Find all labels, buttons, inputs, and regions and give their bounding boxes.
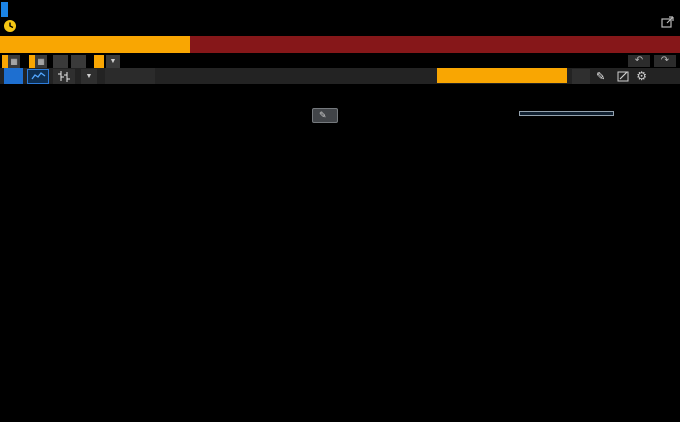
pencil-icon: ✎ xyxy=(319,110,327,120)
add-data-input[interactable] xyxy=(437,68,567,83)
table-button[interactable] xyxy=(105,68,155,84)
menu-bar xyxy=(0,36,680,53)
chart-legend[interactable] xyxy=(519,111,614,116)
gear-icon[interactable]: ⚙ xyxy=(636,69,647,83)
quote-header xyxy=(0,0,680,17)
security-field[interactable] xyxy=(0,36,190,53)
annotate-chart-icon[interactable] xyxy=(617,70,630,83)
collapse-panel-button[interactable] xyxy=(572,68,590,84)
calendar-icon[interactable]: ▦ xyxy=(35,54,47,68)
next-range-button[interactable] xyxy=(71,54,86,68)
ticker-marker xyxy=(1,1,8,17)
line-chart-icon[interactable] xyxy=(27,68,49,84)
quote-stats-row xyxy=(0,16,680,35)
redo-icon[interactable]: ↷ xyxy=(654,55,676,67)
calendar-icon[interactable]: ▦ xyxy=(8,54,20,68)
bar-chart-icon[interactable] xyxy=(53,68,75,84)
chart-tools: ✎ ⚙ xyxy=(572,68,647,84)
chevron-down-icon[interactable]: ▼ xyxy=(106,54,120,68)
popout-icon[interactable] xyxy=(660,14,676,29)
price-chart[interactable] xyxy=(0,106,680,422)
date-to-field[interactable] xyxy=(29,54,35,68)
period-dropdown[interactable] xyxy=(4,68,23,84)
chart-type-dropdown[interactable]: ▼ xyxy=(81,68,97,84)
date-from-field[interactable] xyxy=(2,54,8,68)
undo-icon[interactable]: ↶ xyxy=(628,55,650,67)
date-toolbar: ▦ ▦ ▼ xyxy=(0,54,680,68)
clock-icon xyxy=(3,18,17,33)
prev-range-button[interactable] xyxy=(53,54,68,68)
menu-red-bar xyxy=(190,36,680,53)
history-buttons: ↶ ↷ xyxy=(628,55,676,67)
pencil-icon: ✎ xyxy=(596,70,606,83)
annotate-button[interactable]: ✎ xyxy=(312,108,338,123)
sparkline-chart xyxy=(76,2,202,15)
chart-area: ✎ xyxy=(0,106,680,422)
currency-select[interactable] xyxy=(94,54,104,68)
